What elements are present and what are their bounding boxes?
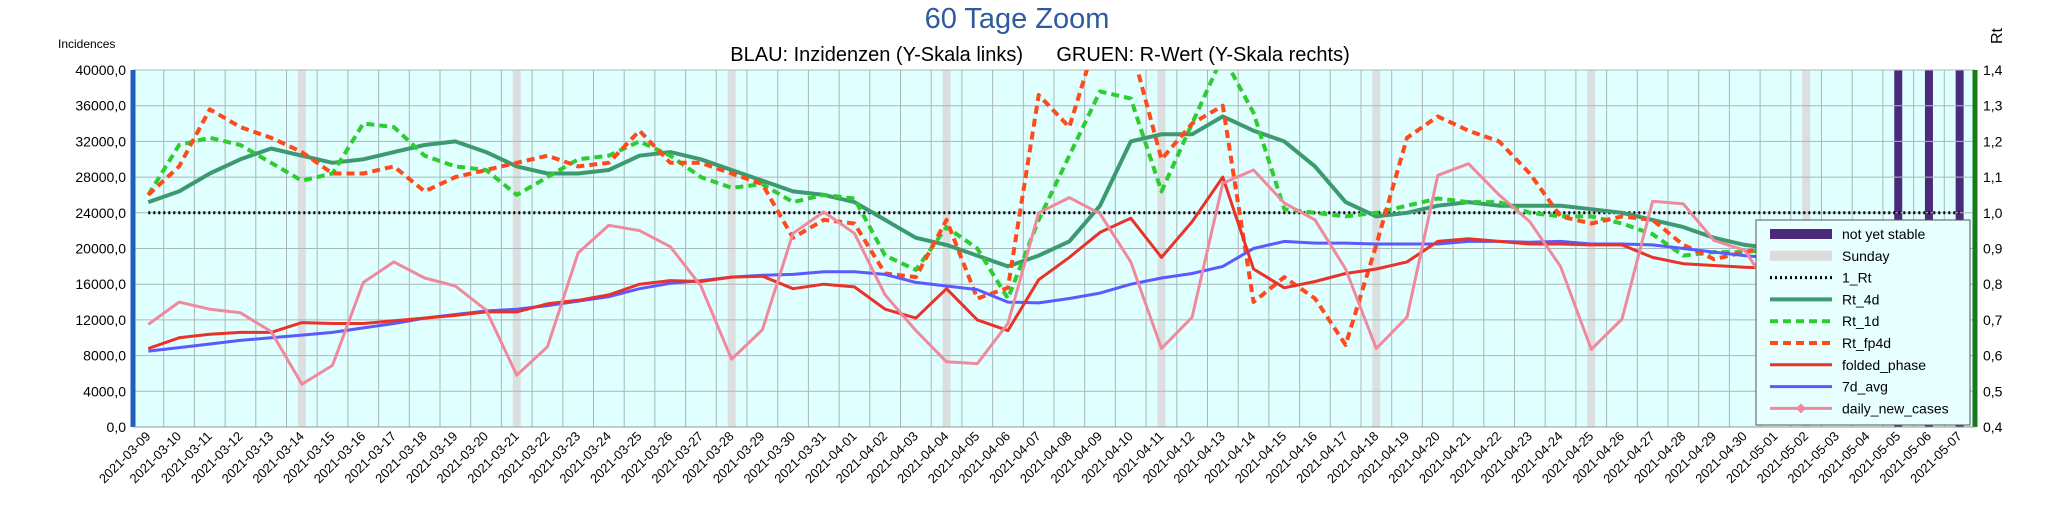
series-line-Rt_fp4d <box>146 70 1962 347</box>
legend-label: daily_new_cases <box>1842 400 1949 416</box>
legend-marker <box>1796 403 1806 414</box>
y-tick-label: 0,0 <box>107 419 127 435</box>
series-line-Rt_4d <box>147 114 1961 272</box>
y2-tick-label: 0,8 <box>1983 276 2003 292</box>
y2-tick-label: 1,3 <box>1983 98 2003 114</box>
y-axis-title: Incidences <box>58 37 115 51</box>
y-tick-label: 12000,0 <box>75 312 126 328</box>
legend-label: 7d_avg <box>1842 379 1888 395</box>
legend-label: Rt_1d <box>1842 313 1879 329</box>
y-tick-label: 36000,0 <box>75 98 126 114</box>
y2-tick-label: 1,1 <box>1983 169 2003 185</box>
y2-tick-label: 0,9 <box>1983 241 2003 257</box>
legend-label: not yet stable <box>1842 226 1925 242</box>
y-tick-label: 16000,0 <box>75 276 126 292</box>
series-line-folded_phase <box>147 175 1961 350</box>
chart-title: 60 Tage Zoom <box>925 3 1110 35</box>
chart-subtitle: BLAU: Inzidenzen (Y-Skala links) GRUEN: … <box>730 44 1349 66</box>
y2-tick-label: 1,2 <box>1983 133 2003 149</box>
y-tick-label: 32000,0 <box>75 133 126 149</box>
series-line-Rt_1d <box>146 70 1961 301</box>
y-tick-label: 40000,0 <box>75 62 126 78</box>
legend-label: 1_Rt <box>1842 270 1872 286</box>
y-tick-label: 20000,0 <box>75 241 126 257</box>
legend-label: Rt_fp4d <box>1842 335 1891 351</box>
y-tick-label: 24000,0 <box>75 205 126 221</box>
legend-label: Sunday <box>1842 248 1889 264</box>
y2-tick-label: 0,7 <box>1983 312 2003 328</box>
y2-tick-label: 1,0 <box>1983 205 2003 221</box>
y2-tick-label: 0,6 <box>1983 348 2003 364</box>
legend-label: folded_phase <box>1842 357 1926 373</box>
series-line-daily_new_cases <box>147 162 1961 386</box>
legend-label: Rt_4d <box>1842 291 1879 307</box>
y-tick-label: 4000,0 <box>83 383 126 399</box>
y2-tick-label: 0,5 <box>1983 383 2003 399</box>
y-tick-label: 28000,0 <box>75 169 126 185</box>
y-tick-label: 8000,0 <box>83 348 126 364</box>
y2-tick-label: 0,4 <box>1983 419 2003 435</box>
y2-tick-label: 1,4 <box>1983 62 2003 78</box>
y2-axis-title: Rt <box>1989 27 2006 44</box>
